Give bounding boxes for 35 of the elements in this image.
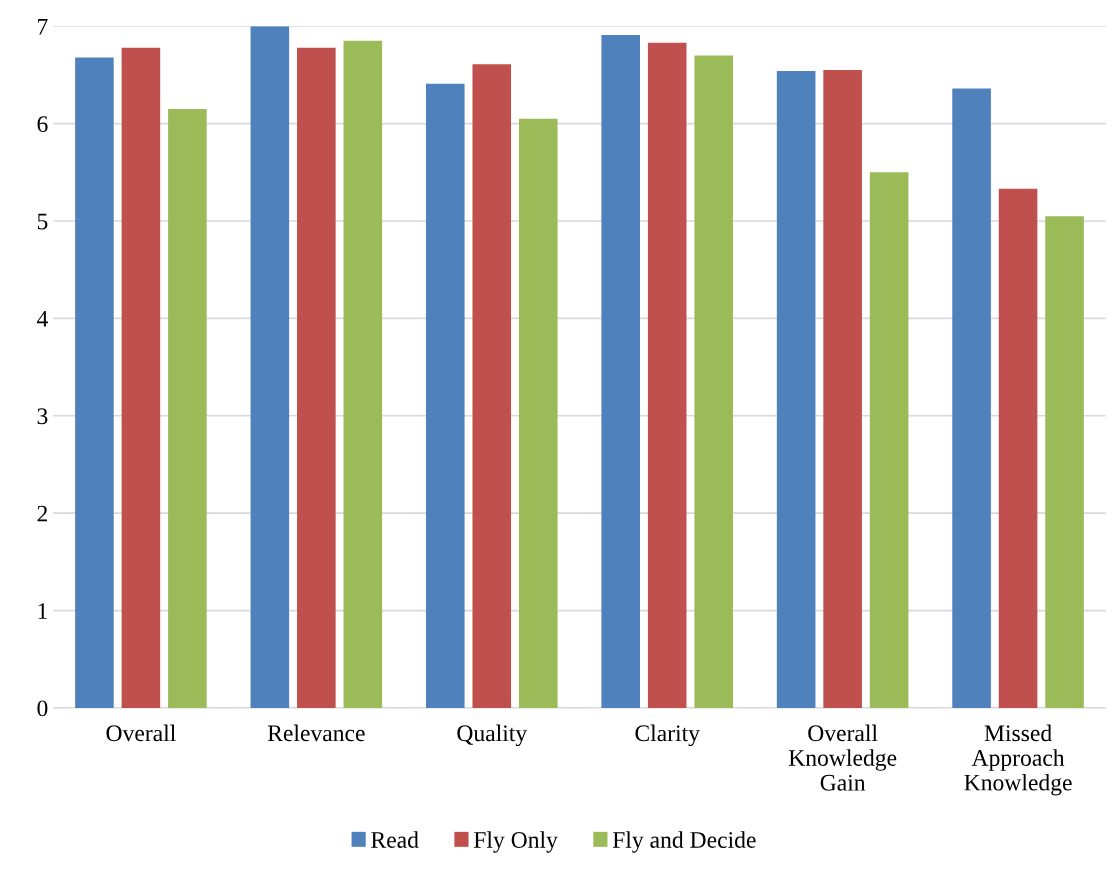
x-tick-label: Missed Approach Knowledge (964, 724, 1072, 796)
x-tick-label: Overall Knowledge Gain (788, 724, 897, 791)
bar (601, 34, 641, 708)
bar (869, 172, 909, 708)
y-tick-label: 3 (37, 408, 48, 425)
legend-label: Read (371, 831, 419, 848)
x-tick-label: Quality (457, 724, 528, 747)
bar (998, 188, 1038, 708)
bar (168, 109, 207, 708)
y-tick-label: 2 (37, 505, 48, 522)
bar (776, 71, 816, 708)
bar (823, 70, 862, 708)
bar (694, 55, 733, 708)
y-tick-label: 1 (38, 603, 47, 619)
bar (75, 57, 114, 708)
bar (1045, 216, 1084, 708)
bar (518, 118, 558, 708)
x-tick-label: Clarity (635, 724, 700, 747)
bar (121, 47, 161, 708)
x-tick-label: Overall (106, 724, 176, 742)
bar (647, 42, 687, 708)
bar (952, 88, 991, 708)
bar (250, 26, 290, 708)
x-tick-label: Relevance (267, 724, 365, 742)
bar (297, 47, 336, 708)
bar (425, 83, 465, 708)
legend-label: Fly Only (473, 831, 558, 853)
bar (343, 40, 383, 708)
bar (472, 64, 512, 708)
y-tick-label: 4 (36, 311, 48, 327)
y-tick-label: 7 (38, 18, 48, 35)
legend-label: Fly and Decide (612, 831, 756, 853)
y-tick-label: 5 (37, 213, 48, 230)
y-tick-label: 6 (37, 116, 48, 133)
y-tick-label: 0 (37, 700, 48, 717)
